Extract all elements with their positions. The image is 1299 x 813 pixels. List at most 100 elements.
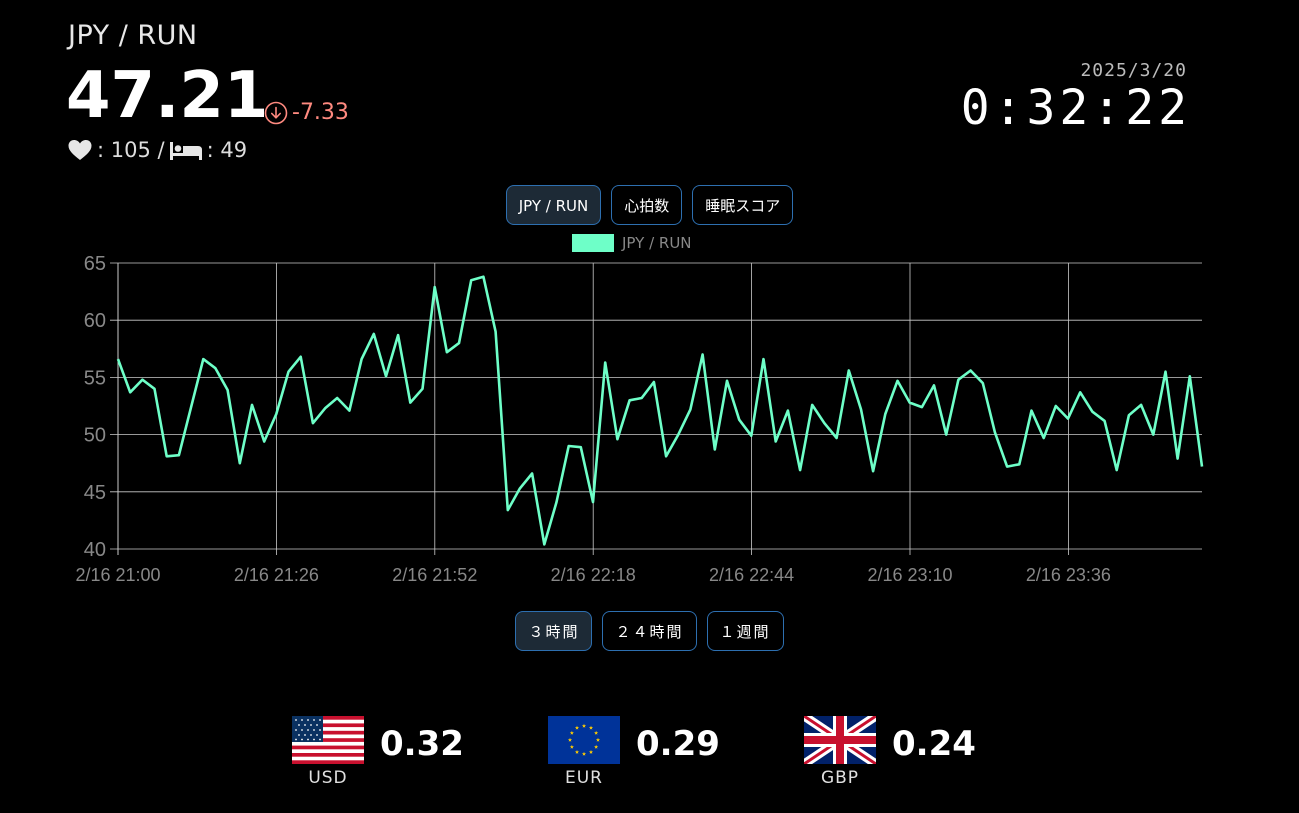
data-point[interactable] — [236, 459, 244, 467]
data-point[interactable] — [967, 367, 975, 375]
data-point[interactable] — [199, 355, 207, 363]
data-point[interactable] — [796, 466, 804, 474]
data-point[interactable] — [1162, 368, 1170, 376]
data-point[interactable] — [516, 484, 524, 492]
current-time: 0:32:22 — [960, 80, 1191, 136]
data-point[interactable] — [650, 378, 658, 386]
data-point[interactable] — [930, 381, 938, 389]
data-point[interactable] — [857, 405, 865, 413]
data-point[interactable] — [187, 403, 195, 411]
data-point[interactable] — [723, 377, 731, 385]
data-point[interactable] — [906, 399, 914, 407]
data-point[interactable] — [455, 339, 463, 347]
chart-legend[interactable]: JPY / RUN — [572, 234, 692, 252]
data-point[interactable] — [1028, 407, 1036, 415]
data-point[interactable] — [833, 434, 841, 442]
data-point[interactable] — [820, 419, 828, 427]
data-point[interactable] — [1113, 466, 1121, 474]
data-point[interactable] — [419, 385, 427, 393]
data-point[interactable] — [869, 467, 877, 475]
tab-sleep-score[interactable]: 睡眠スコア — [692, 185, 794, 225]
data-point[interactable] — [248, 401, 256, 409]
data-point[interactable] — [528, 470, 536, 478]
data-point[interactable] — [211, 364, 219, 372]
data-point[interactable] — [1174, 455, 1182, 463]
x-tick-label: 2/16 21:00 — [75, 565, 160, 585]
data-point[interactable] — [1052, 402, 1060, 410]
data-point[interactable] — [991, 428, 999, 436]
data-point[interactable] — [881, 410, 889, 418]
data-point[interactable] — [467, 276, 475, 284]
data-point[interactable] — [382, 372, 390, 380]
data-point[interactable] — [370, 330, 378, 338]
data-point[interactable] — [1149, 431, 1157, 439]
data-point[interactable] — [358, 355, 366, 363]
data-point[interactable] — [674, 431, 682, 439]
data-point[interactable] — [1137, 401, 1145, 409]
data-point[interactable] — [662, 452, 670, 460]
data-point[interactable] — [1015, 460, 1023, 468]
data-point[interactable] — [333, 394, 341, 402]
tab-range-1w[interactable]: １週間 — [706, 611, 784, 651]
data-point[interactable] — [1040, 434, 1048, 442]
data-point[interactable] — [126, 388, 134, 396]
data-point[interactable] — [626, 396, 634, 404]
data-point[interactable] — [504, 506, 512, 514]
data-point[interactable] — [285, 368, 293, 376]
data-point[interactable] — [1101, 417, 1109, 425]
data-point[interactable] — [565, 442, 573, 450]
data-point[interactable] — [942, 431, 950, 439]
data-point[interactable] — [589, 498, 597, 506]
data-point[interactable] — [601, 359, 609, 367]
data-point[interactable] — [114, 355, 122, 363]
data-point[interactable] — [151, 385, 159, 393]
tab-range-3h[interactable]: ３時間 — [515, 611, 593, 651]
data-point[interactable] — [1198, 463, 1206, 471]
tab-jpy-run[interactable]: JPY / RUN — [505, 185, 602, 225]
data-point[interactable] — [784, 407, 792, 415]
data-point[interactable] — [772, 438, 780, 446]
data-point[interactable] — [577, 443, 585, 451]
data-point[interactable] — [747, 432, 755, 440]
data-point[interactable] — [272, 410, 280, 418]
data-point[interactable] — [163, 452, 171, 460]
data-point[interactable] — [394, 331, 402, 339]
data-point[interactable] — [735, 416, 743, 424]
data-point[interactable] — [918, 403, 926, 411]
data-point[interactable] — [224, 386, 232, 394]
data-point[interactable] — [954, 376, 962, 384]
data-point[interactable] — [553, 498, 561, 506]
data-point[interactable] — [808, 401, 816, 409]
data-point[interactable] — [321, 404, 329, 412]
data-point[interactable] — [1064, 415, 1072, 423]
data-point[interactable] — [175, 451, 183, 459]
tab-range-24h[interactable]: ２４時間 — [602, 611, 697, 651]
data-point[interactable] — [1088, 408, 1096, 416]
data-point[interactable] — [443, 348, 451, 356]
tab-heart-rate[interactable]: 心拍数 — [611, 185, 683, 225]
data-point[interactable] — [492, 328, 500, 336]
data-point[interactable] — [686, 405, 694, 413]
data-point[interactable] — [479, 273, 487, 281]
data-point[interactable] — [711, 446, 719, 454]
data-point[interactable] — [431, 283, 439, 291]
data-point[interactable] — [760, 355, 768, 363]
data-point[interactable] — [345, 407, 353, 415]
data-point[interactable] — [979, 379, 987, 387]
data-point[interactable] — [894, 377, 902, 385]
data-point[interactable] — [309, 419, 317, 427]
data-point[interactable] — [297, 353, 305, 361]
data-point[interactable] — [1003, 463, 1011, 471]
data-point[interactable] — [540, 540, 548, 548]
data-point[interactable] — [845, 367, 853, 375]
data-point[interactable] — [613, 435, 621, 443]
data-point[interactable] — [1125, 411, 1133, 419]
data-point[interactable] — [260, 438, 268, 446]
data-point[interactable] — [406, 399, 414, 407]
y-tick-label: 40 — [84, 539, 106, 561]
data-point[interactable] — [1186, 372, 1194, 380]
data-point[interactable] — [638, 394, 646, 402]
data-point[interactable] — [1076, 388, 1084, 396]
data-point[interactable] — [699, 351, 707, 359]
data-point[interactable] — [138, 376, 146, 384]
